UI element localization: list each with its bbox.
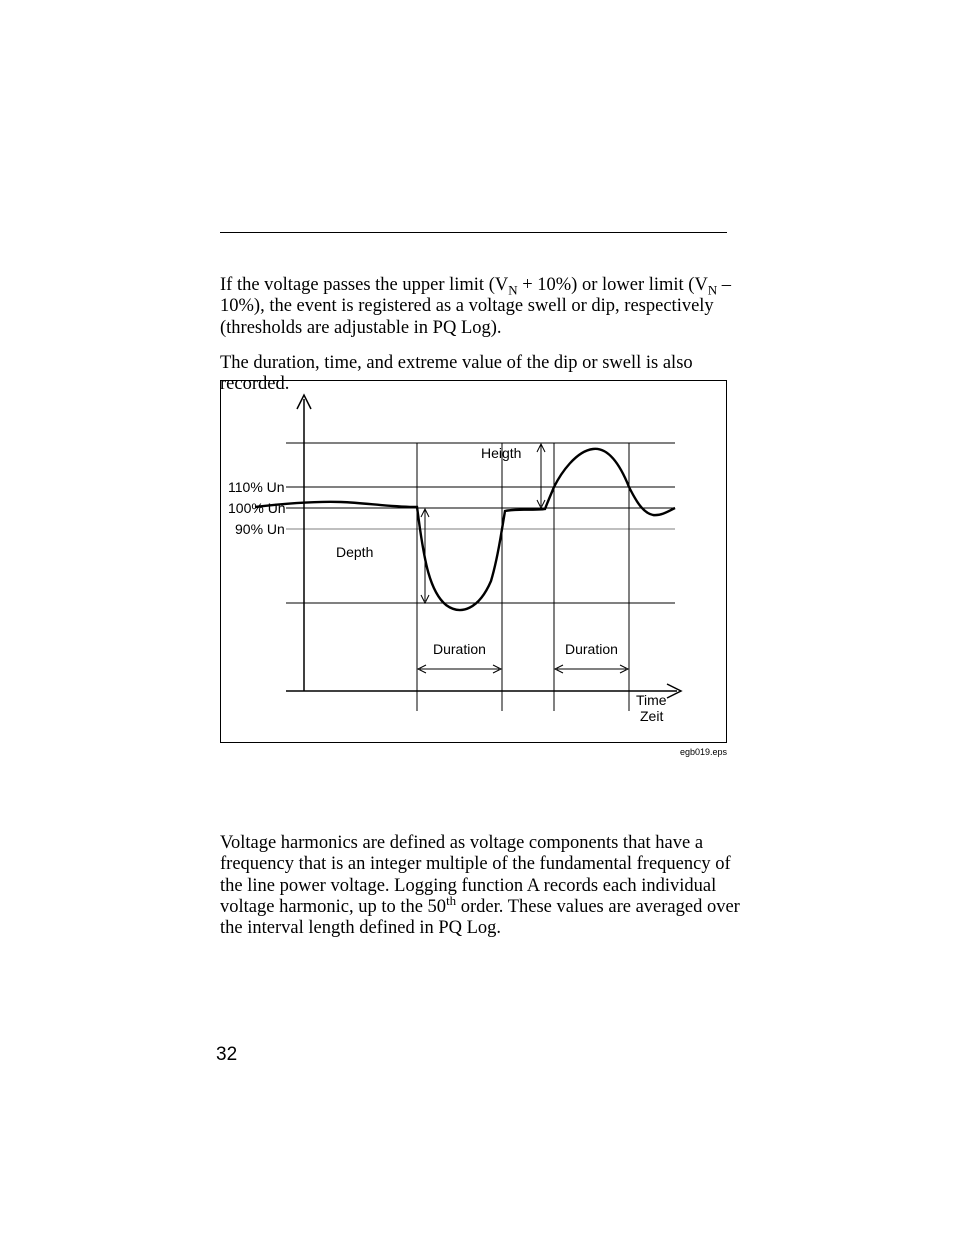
label-depth: Depth [336,544,373,560]
label-zeit: Zeit [640,708,663,724]
label-100: 100% Un [228,500,286,516]
page: If the voltage passes the upper limit (V… [0,0,954,1235]
label-duration-dip: Duration [433,641,486,657]
figure-svg: 110% Un 100% Un 90% Un Heigth Depth Dura… [221,381,726,742]
label-time: Time [636,692,667,708]
p1-text-1: If the voltage passes the upper limit (V [220,275,508,295]
page-number: 32 [216,1044,237,1066]
figure-dip-swell: 110% Un 100% Un 90% Un Heigth Depth Dura… [220,380,727,743]
p3-sup: th [446,893,456,908]
paragraph-1: If the voltage passes the upper limit (V… [220,275,745,339]
label-90: 90% Un [235,521,285,537]
label-110: 110% Un [228,479,285,495]
label-duration-swell: Duration [565,641,618,657]
paragraph-3: Voltage harmonics are defined as voltage… [220,833,745,939]
label-height: Heigth [481,445,521,461]
header-rule [220,232,727,233]
figure-caption: egb019.eps [220,747,727,757]
p1-text-2: + 10%) or lower limit (V [518,275,708,295]
voltage-curve [255,449,675,610]
content-block-2: Voltage harmonics are defined as voltage… [220,833,745,953]
